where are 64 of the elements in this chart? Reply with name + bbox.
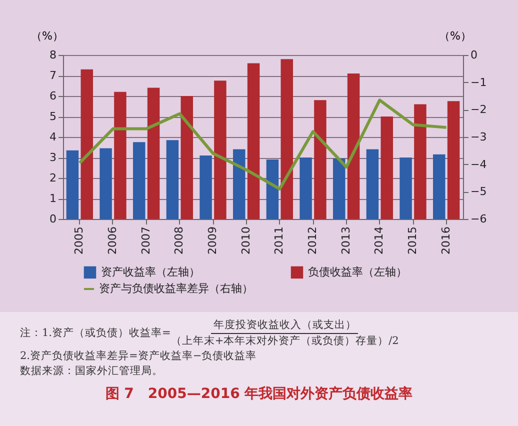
y-tick-label: 2	[50, 172, 56, 184]
y-tick-label: 1	[50, 192, 56, 205]
y2-tick-label: −5	[470, 185, 487, 198]
y-tick-label: 8	[50, 48, 56, 62]
y2-tick-label: −6	[470, 212, 487, 226]
x-tick-label: 2011	[272, 226, 286, 254]
y-axis-title: （%）	[31, 30, 64, 42]
legend-label: 资产收益率（左轴）	[101, 265, 200, 278]
bar	[233, 149, 246, 219]
text: 2.资产负债收益率差异=资产收益率−负债收益率	[20, 349, 258, 364]
x-tick-label: 2010	[239, 226, 252, 254]
x-tick-label: 2014	[372, 226, 386, 254]
bar	[333, 158, 346, 219]
bar	[147, 88, 160, 219]
bar	[400, 158, 412, 219]
bar	[447, 101, 460, 219]
y-tick-label: 5	[50, 110, 56, 123]
y2-axis-title: （%）	[439, 30, 472, 42]
y2-tick-label: −4	[470, 158, 487, 171]
y2-tick-label: −2	[470, 103, 487, 116]
bar	[300, 158, 312, 219]
bar	[414, 104, 426, 219]
bar	[166, 140, 179, 219]
x-tick-label: 2008	[172, 226, 186, 254]
bar	[347, 73, 360, 219]
bar	[433, 154, 446, 219]
bar	[266, 160, 279, 219]
y2-tick-label: −3	[470, 130, 487, 144]
bar	[380, 116, 393, 219]
line-series	[78, 98, 448, 190]
legend-label: 资产与负债收益率差异（右轴）	[99, 282, 253, 295]
x-tick-label: 2006	[106, 226, 119, 254]
text: 年度投资收益收入（或支出）	[211, 318, 358, 334]
bar	[114, 92, 126, 219]
bar	[314, 100, 326, 219]
x-tick-label: 2013	[339, 226, 352, 254]
bar	[80, 69, 93, 219]
bar	[280, 59, 293, 219]
bar	[366, 149, 379, 219]
text: （上年末+本年末对外资产（或负债）存量）/2	[170, 334, 399, 349]
bar	[214, 80, 226, 219]
x-tick-label: 2005	[72, 226, 86, 254]
bar	[66, 150, 79, 219]
x-tick-label: 2009	[206, 226, 219, 254]
source-note: 数据来源：国家外汇管理局。	[20, 364, 164, 379]
bar	[180, 96, 193, 219]
text: 图 7 2005—2016 年我国对外资产负债收益率	[104, 385, 414, 403]
x-tick-label: 2012	[306, 226, 319, 254]
x-tick-label: 2007	[139, 226, 152, 254]
bar	[133, 142, 146, 219]
y-tick-label: 6	[50, 90, 56, 102]
legend-label: 负债收益率（左轴）	[308, 265, 407, 278]
y-tick-label: 4	[50, 130, 56, 144]
bar	[247, 63, 260, 219]
y-tick-label: 0	[50, 212, 56, 226]
y-tick-label: 3	[50, 151, 56, 164]
text: 注：1.资产（或负债）收益率=	[20, 327, 171, 340]
y-tick-label: 7	[50, 69, 56, 82]
y2-tick-label: 0	[470, 48, 478, 62]
x-tick-label: 2016	[439, 226, 452, 254]
y2-tick-label: −1	[470, 76, 487, 89]
bar	[200, 155, 212, 219]
bar	[100, 148, 112, 219]
x-tick-label: 2015	[406, 226, 419, 254]
